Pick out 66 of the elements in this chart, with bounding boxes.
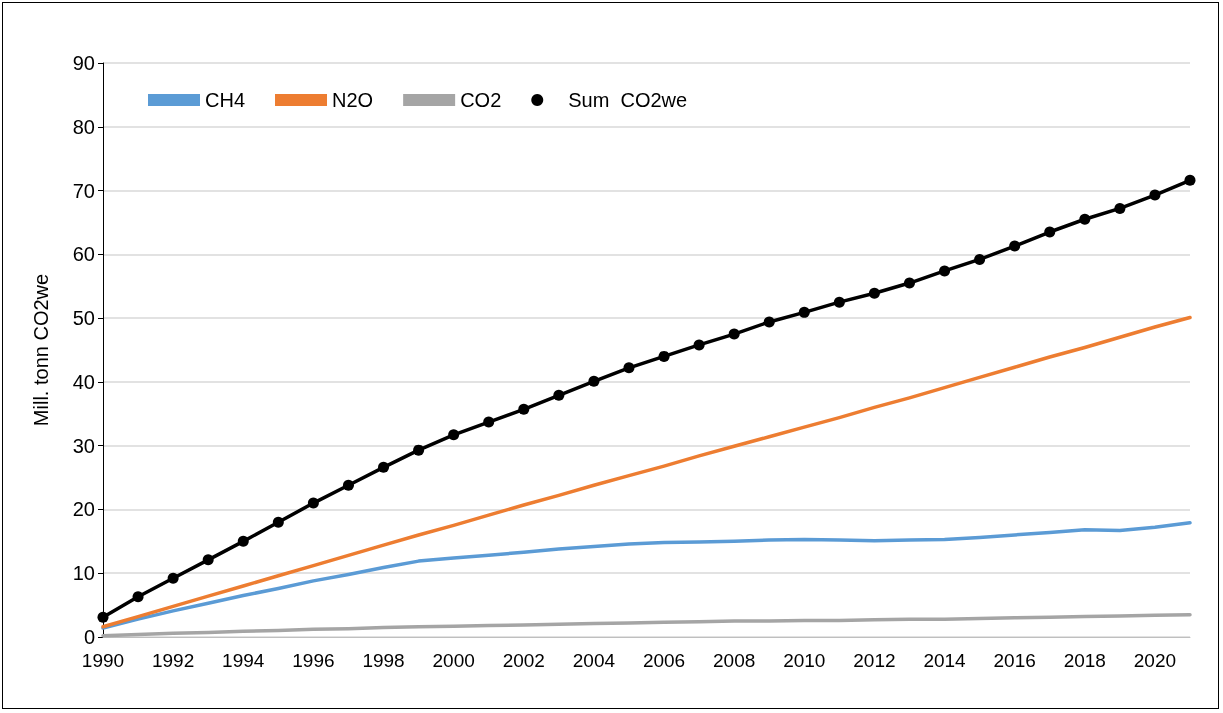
- legend-label: N2O: [332, 89, 374, 111]
- line-series: [101, 521, 1192, 630]
- point: [728, 328, 740, 340]
- point: [413, 444, 425, 456]
- point: [1079, 213, 1091, 225]
- point: [342, 479, 354, 491]
- point: [833, 296, 845, 308]
- y-tick-label: 60: [72, 243, 95, 266]
- point: [553, 389, 565, 401]
- x-tick-label: 2018: [1063, 650, 1106, 671]
- point: [483, 416, 495, 428]
- x-tick-label: 1990: [81, 650, 125, 671]
- y-tick-label: 50: [72, 307, 95, 330]
- point: [974, 253, 986, 265]
- y-tick-label: 40: [72, 370, 95, 393]
- point: [202, 554, 214, 566]
- point: [518, 403, 530, 415]
- y-tick-label: 10: [72, 562, 95, 585]
- point: [307, 497, 319, 509]
- x-tick-label: 2020: [1133, 650, 1177, 671]
- x-tick-label: 2010: [783, 650, 826, 671]
- point: [378, 461, 390, 473]
- x-tick-label: 2006: [642, 650, 686, 671]
- line-series: [101, 612, 1192, 638]
- point: [939, 265, 951, 277]
- x-tick-label: 2000: [432, 650, 475, 671]
- y-tick-label: 30: [72, 434, 95, 457]
- point: [1009, 240, 1021, 252]
- x-tick-label: 2004: [572, 650, 616, 671]
- point: [167, 572, 179, 584]
- x-tick-label: 2014: [923, 650, 967, 671]
- point: [693, 339, 705, 351]
- x-tick-label: 2012: [853, 650, 896, 671]
- y-tick-label: 90: [72, 52, 95, 74]
- legend-label: CH4: [205, 89, 246, 111]
- y-tick-label: 0: [83, 626, 95, 648]
- y-tick-label: 80: [72, 115, 95, 138]
- x-tick-label: 1998: [362, 650, 405, 671]
- point: [448, 429, 460, 441]
- point: [1114, 202, 1126, 214]
- legend-label: Sum CO2we: [568, 89, 688, 111]
- x-tick-label: 1996: [292, 650, 335, 671]
- x-tick-label: 1994: [222, 650, 265, 671]
- point: [868, 287, 880, 299]
- y-axis-title: Mill. tonn CO2we: [30, 273, 52, 427]
- y-tick-label: 70: [72, 179, 95, 202]
- point: [97, 611, 109, 623]
- x-tick-label: 1992: [151, 650, 195, 671]
- point: [904, 277, 915, 289]
- x-tick-label: 2016: [993, 650, 1036, 671]
- x-tick-label: 2002: [502, 650, 545, 671]
- point: [1149, 189, 1161, 201]
- point: [623, 362, 635, 374]
- point: [237, 535, 249, 547]
- point: [1044, 226, 1056, 238]
- point: [272, 516, 284, 528]
- legend-label: CO2: [460, 89, 502, 111]
- point: [763, 316, 775, 328]
- point: [588, 375, 600, 387]
- point: [1184, 174, 1196, 186]
- point: [658, 350, 670, 362]
- point: [132, 591, 144, 603]
- x-tick-label: 2008: [713, 650, 756, 671]
- y-tick-label: 20: [72, 498, 95, 521]
- line-series: [101, 315, 1192, 629]
- point: [798, 306, 810, 318]
